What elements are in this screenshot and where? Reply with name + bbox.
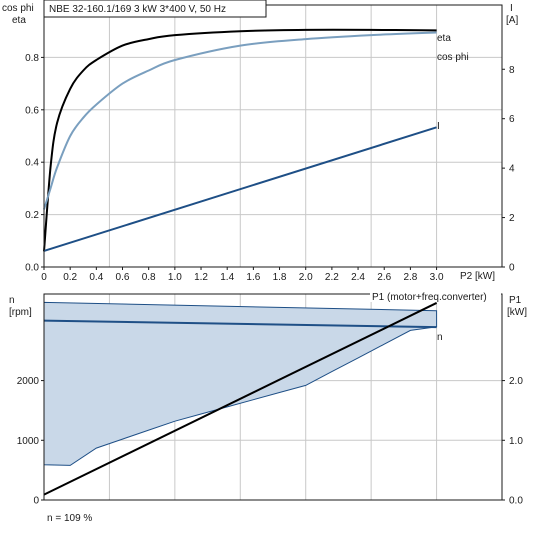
lower-ylabel-left-1: n: [9, 295, 15, 306]
x-tick-label: 0.6: [116, 272, 130, 283]
x-tick-label: 1.8: [273, 272, 287, 283]
x-tick-label: 2.4: [351, 272, 365, 283]
x-tick-label: 3.0: [430, 272, 444, 283]
x-tick-label: 2.6: [377, 272, 391, 283]
upper-ylabel-left-2: eta: [12, 15, 26, 26]
left-tick-label: 0.4: [25, 158, 39, 169]
upper-left-tick-labels: 0.0 0.2 0.4 0.6 0.8: [25, 53, 44, 274]
right-tick-label: 2: [509, 213, 515, 224]
upper-plot: 0 0.2 0.4 0.6 0.8 1.0 1.2 1.4 1.6 1.8 2.0 2.2 2.4 2.6…: [2, 0, 518, 283]
lower-ylabel-right-2: [kW]: [507, 307, 527, 318]
left-tick-label: 0.6: [25, 105, 39, 116]
cos-phi-series-label: cos phi: [437, 52, 469, 63]
upper-ylabel-right-2: [A]: [506, 15, 518, 26]
left-tick-label: 0.8: [25, 53, 39, 64]
power-series-line: [43, 302, 438, 496]
speed-range-band: [43, 301, 438, 466]
power-series-label: P1 (motor+freq.converter): [372, 292, 487, 303]
right-tick-label: 4: [509, 164, 515, 175]
x-tick-label: 1.6: [246, 272, 260, 283]
right-tick-label: 6: [509, 114, 515, 125]
right-tick-label: 2.0: [509, 376, 523, 387]
x-tick-label: 1.0: [168, 272, 182, 283]
x-tick-label: 2.2: [325, 272, 339, 283]
eta-series-label: eta: [437, 33, 451, 44]
current-series-line: [43, 126, 437, 252]
chart-title: NBE 32-160.1/169 3 kW 3*400 V, 50 Hz: [49, 4, 226, 15]
lower-plot: 0 1000 2000 0.0 1.0 2.0 n [rpm] P1 [kW] P1 (…: [9, 290, 527, 524]
lower-ylabel-left-2: [rpm]: [9, 307, 32, 318]
x-tick-label: 0.4: [89, 272, 103, 283]
upper-right-tick-labels: 0 2 4 6 8: [502, 65, 515, 274]
speed-annotation: n = 109 %: [47, 513, 92, 524]
upper-ylabel-left-1: cos phi: [2, 3, 34, 14]
cos-phi-series-line: [43, 31, 437, 210]
speed-series-line: [43, 319, 437, 329]
upper-xlabel: P2 [kW]: [460, 271, 495, 282]
current-series-label: I: [437, 121, 440, 132]
right-tick-label: 1.0: [509, 436, 523, 447]
x-tick-label: 1.2: [194, 272, 208, 283]
left-tick-label: 0.2: [25, 210, 39, 221]
x-tick-label: 1.4: [220, 272, 234, 283]
x-tick-label: 2.0: [299, 272, 313, 283]
upper-grid: [44, 5, 502, 267]
x-tick-label: 0.8: [142, 272, 156, 283]
left-tick-label: 0: [33, 496, 39, 507]
left-tick-label: 1000: [17, 436, 40, 447]
upper-x-tick-labels: 0 0.2 0.4 0.6 0.8 1.0 1.2 1.4 1.6 1.8 2.0 2.2 2.4 2.6…: [41, 267, 444, 283]
right-tick-label: 8: [509, 65, 515, 76]
x-tick-label: 2.8: [403, 272, 417, 283]
right-tick-label: 0: [509, 263, 515, 274]
x-tick-label: 0.2: [63, 272, 77, 283]
lower-right-tick-labels: 0.0 1.0 2.0: [502, 376, 523, 507]
speed-series-label: n: [437, 332, 443, 343]
right-tick-label: 0.0: [509, 496, 523, 507]
left-tick-label: 0.0: [25, 263, 39, 274]
left-tick-label: 2000: [17, 376, 40, 387]
lower-ylabel-right-1: P1: [509, 295, 522, 306]
lower-left-tick-labels: 0 1000 2000: [17, 376, 44, 507]
upper-ylabel-right-1: I: [510, 3, 513, 14]
eta-series-line: [43, 28, 437, 252]
x-tick-label: 0: [41, 272, 47, 283]
